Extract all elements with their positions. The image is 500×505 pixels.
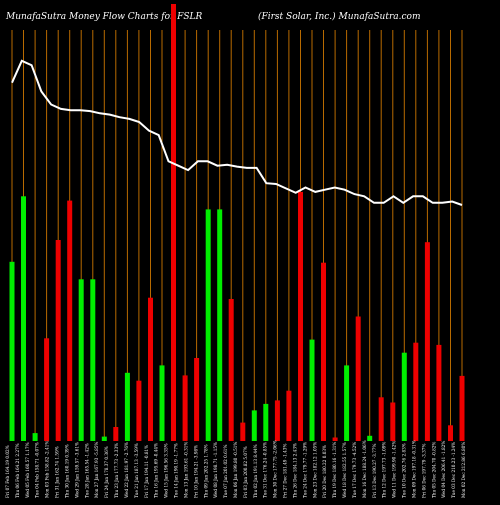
x-tick-label: Thu 16 Jan 195.69 -0.44% [154,443,159,498]
x-tick-label: Mon 13 Jan 193.61 -0.31% [183,442,188,498]
x-tick-label: Mon 30 Dec 177.75 -2.06% [273,440,278,498]
x-tick-label: Tue 24 Dec 179.77 -1.29% [302,442,307,498]
money-flow-bar [148,297,153,441]
money-flow-bar [459,375,465,441]
money-flow-bar [309,339,315,441]
money-flow-bar [78,279,84,441]
x-tick-label: Fri 24 Jan 178.37 0.36% [104,446,109,498]
x-tick-label: Thu 12 Dec 197.73 -1.09% [382,442,387,498]
money-flow-bar [205,209,211,441]
money-flow-bar [367,435,373,441]
x-tick-label: Tue 07 Jan 201.02 0.61% [223,445,228,498]
x-tick-label: Tue 03 Dec 210.23 -1.24% [451,442,456,498]
x-tick-label: Mon 23 Dec 182.12 1.05% [312,442,317,498]
x-tick-label: Tue 14 Jan 190.19 -1.77% [174,443,179,498]
x-tick-label: Thu 30 Jan 160.19 0.39% [65,444,70,498]
money-flow-bar [286,390,292,441]
x-tick-label: Tue 21 Jan 187.13 -3.59% [134,443,139,498]
money-flow-bar [355,316,361,441]
chart-title-right: (First Solar, Inc.) MunafaSutra.com [258,11,421,22]
x-tick-label: Thu 19 Dec 180.16 -1.31% [332,442,337,498]
x-tick-label: Wed 04 Dec 206.41 -1.82% [441,441,446,498]
x-tick-label: Thu 26 Dec 184.13 2.43% [293,443,298,498]
money-flow-bar [274,400,280,441]
money-flow-bar [378,397,384,441]
money-flow-bar [413,342,419,441]
money-flow-bar [263,403,269,441]
x-tick-label: Wed 15 Jan 196.56 3.35% [164,443,169,498]
money-flow-bar [44,338,50,441]
x-tick-label: Fri 27 Dec 181.49 -1.43% [283,444,288,498]
chart-title-left: MunafaSutra Money Flow Charts for FSLR [5,12,203,22]
x-tick-label: Mon 09 Dec 197.18 -0.31% [411,440,416,498]
x-tick-label: Fri 17 Jan 194.11 -0.81% [144,445,149,498]
x-tick-label: Wed 29 Jan 159.57 -3.61% [74,442,79,498]
money-flow-bar [321,262,326,441]
x-tick-label: Thu 02 Jan 191.13 8.44% [253,444,258,498]
x-tick-label: Mon 03 Feb 158.82 -2.41% [45,441,50,498]
x-tick-label: Wed 11 Dec 199.90 -1.42% [392,441,397,498]
x-tick-label: Mon 16 Dec 188.24 -1.06% [362,440,367,498]
money-flow-bar [217,209,223,441]
x-tick-label: Tue 31 Dec 176.24 -0.85% [263,442,268,498]
x-tick-label: Tue 04 Feb 158.71 -0.07% [35,442,40,498]
money-flow-bar [448,425,453,441]
x-tick-label: Tue 17 Dec 179.73 -4.52% [352,442,357,498]
money-flow-bar [124,372,130,441]
money-flow-bar [298,191,303,441]
money-flow-bar [401,352,407,441]
x-tick-label: Fri 10 Jan 194.21 -3.98% [193,445,198,498]
x-tick-labels: Fri 07 Feb 164.19 0.02% Thu 06 Feb 164.21… [5,440,466,498]
x-tick-label: Fri 07 Feb 164.19 0.02% [5,445,10,498]
x-tick-label: Fri 31 Jan 162.74 1.59% [55,446,60,498]
money-flow-bar [32,433,38,441]
money-flow-bar [251,410,257,441]
x-tick-label: Wed 18 Dec 182.55 1.57% [342,442,347,498]
x-tick-label: Mon 06 Jan 199.80 -0.51% [233,442,238,498]
x-tick-label: Wed 05 Feb 160.57 1.17% [25,442,30,498]
x-tick-label: Tue 10 Dec 202.76 2.83% [402,443,407,498]
money-flow-bar [9,261,15,441]
price-line-group [11,59,463,206]
price-line [11,59,463,206]
bars [9,4,465,441]
x-tick-label: Fri 13 Dec 190.27 -3.77% [372,444,377,498]
money-flow-bar [21,196,26,441]
x-tick-label: Thu 06 Feb 164.21 2.27% [15,443,20,498]
money-flow-bar [240,422,246,441]
money-flow-bar [436,344,442,441]
money-flow-bar [390,402,396,441]
x-tick-label: Thu 09 Jan 202.25 1.78% [203,444,208,498]
money-flow-bar [171,4,176,441]
x-tick-label: Mon 27 Jan 167.93 -5.85% [94,442,99,498]
x-tick-label: Fri 03 Jan 200.82 5.07% [243,446,248,498]
x-tick-label: Mon 02 Dec 212.86 6.80% [461,442,466,498]
money-flow-bar [344,365,350,441]
money-flow-bar [67,200,73,441]
money-flow-bar [228,299,234,441]
money-flow-bar [332,437,338,441]
money-flow-bar [182,375,188,441]
x-tick-label: Tue 28 Jan 165.54 -1.42% [84,443,89,498]
money-flow-bar [424,242,430,441]
x-tick-label: Thu 05 Dec 204.70 -0.82% [431,442,436,498]
money-flow-bar [90,279,96,441]
x-tick-label: Fri 20 Dec 180.22 0.03% [322,445,327,498]
money-flow-bar [101,436,107,441]
x-tick-label: Wed 22 Jan 181.97 -2.76% [124,442,129,498]
x-tick-label: Wed 08 Jan 198.71 -1.15% [213,442,218,498]
x-tick-label: Thu 23 Jan 177.73 -2.33% [114,443,119,498]
money-flow-bar [55,240,61,441]
money-flow-bar [113,427,119,441]
x-tick-label: Fri 06 Dec 197.79 -3.37% [421,444,426,498]
money-flow-bar [136,380,142,441]
money-flow-bar [194,358,200,441]
money-flow-bar [159,365,165,441]
